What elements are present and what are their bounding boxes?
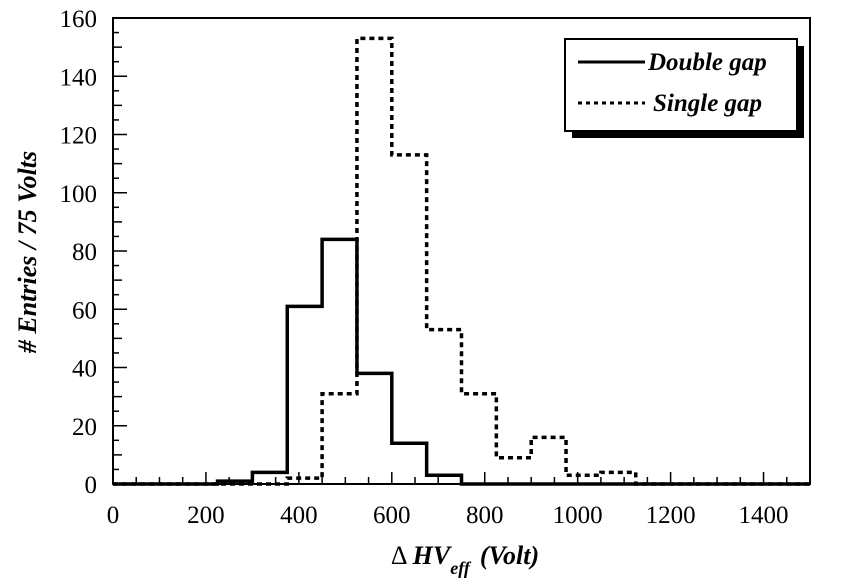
x-tick-label: 400 — [280, 502, 318, 529]
x-axis: 0 200 400 600 800 1000 1200 1400 — [107, 472, 811, 529]
x-tick-label: 1400 — [739, 502, 789, 529]
legend-box — [564, 38, 798, 132]
x-tick-label: 1200 — [646, 502, 696, 529]
y-tick-label: 60 — [72, 297, 97, 324]
y-tick-label: 160 — [60, 6, 98, 33]
y-tick-label: 120 — [60, 123, 98, 150]
y-tick-label: 0 — [85, 472, 98, 499]
y-axis: 0 20 40 60 80 100 120 140 160 — [60, 6, 127, 499]
legend-label-double-gap: Double gap — [647, 49, 767, 76]
y-tick-label: 80 — [72, 239, 97, 266]
y-tick-label: 140 — [60, 64, 98, 91]
x-axis-title-prefix: Δ — [391, 541, 413, 570]
y-tick-label: 20 — [72, 414, 97, 441]
x-tick-label: 800 — [466, 502, 504, 529]
x-tick-label: 1000 — [553, 502, 603, 529]
x-axis-title-unit: (Volt) — [480, 541, 539, 570]
x-tick-label: 600 — [373, 502, 411, 529]
series-single-gap-histogram — [113, 36, 810, 486]
legend: Double gap Single gap — [564, 38, 804, 138]
legend-label-single-gap: Single gap — [653, 90, 762, 117]
y-axis-title: # Entries / 75 Volts — [13, 151, 42, 354]
y-tick-label: 100 — [60, 181, 98, 208]
x-axis-title: Δ HVeff (Volt) — [391, 541, 539, 578]
x-tick-label: 0 — [107, 502, 120, 529]
x-axis-title-main: HV — [412, 541, 453, 570]
y-tick-label: 40 — [72, 356, 97, 383]
x-tick-label: 200 — [187, 502, 225, 529]
x-axis-title-subscript: eff — [450, 558, 472, 578]
